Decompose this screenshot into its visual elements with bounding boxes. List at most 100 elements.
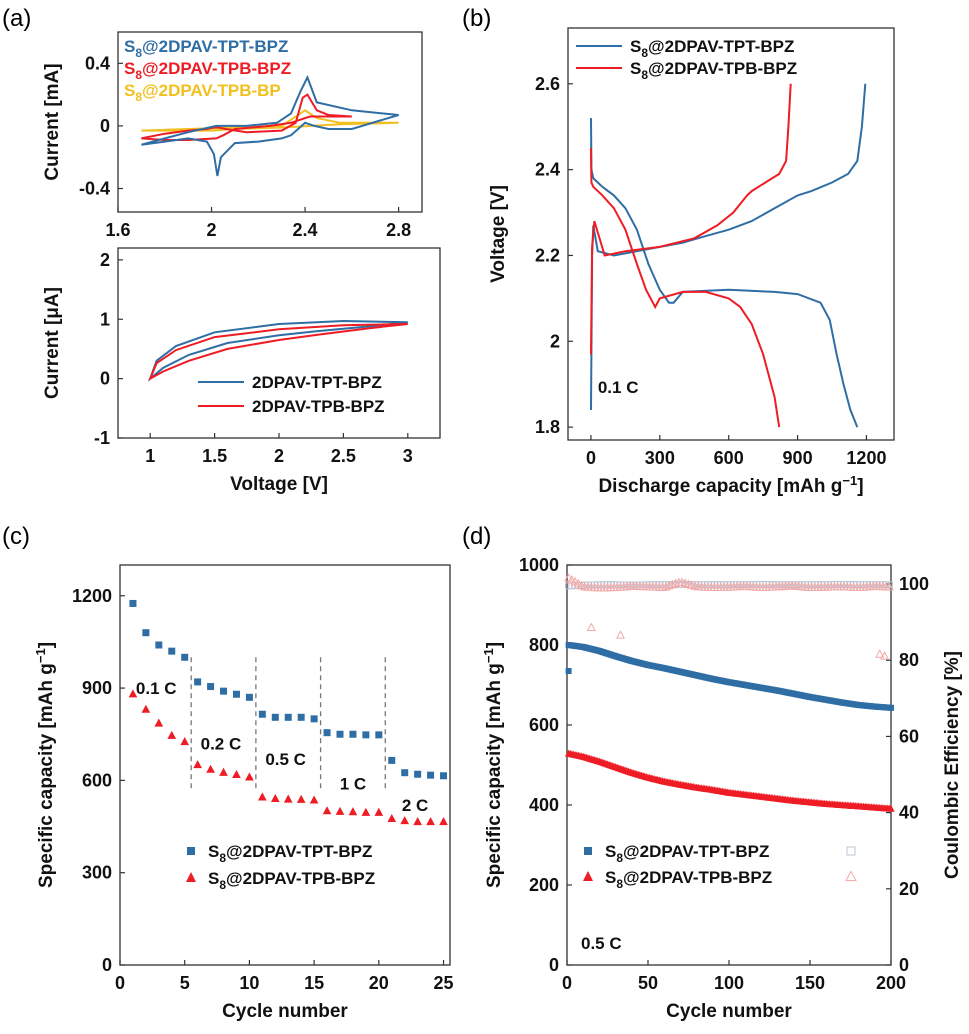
rate-label: 0.2 C [201, 735, 242, 754]
data-point-tpb [296, 794, 306, 803]
data-point-tpb [426, 817, 435, 826]
legend-ce-marker [846, 846, 856, 856]
y-tick-label: 600 [529, 715, 559, 735]
data-point-tpb [141, 704, 151, 713]
data-point-tpt [194, 678, 202, 686]
x-axis-label: Voltage [V] [230, 474, 328, 495]
y-tick-label: 1.8 [535, 417, 560, 437]
data-point-tpb [335, 806, 345, 815]
x-tick-label: 2.5 [331, 446, 356, 466]
capacity-point-tpt [888, 704, 894, 711]
x-tick-label: 0 [115, 973, 125, 993]
plot-frame [117, 31, 423, 213]
data-point-tpb [374, 807, 384, 816]
legend-entry: S8@2DPAV-TPT-BPZ [605, 842, 769, 865]
data-point-tpt [181, 653, 189, 661]
data-point-tpt [336, 730, 344, 738]
data-point-tpt [388, 756, 396, 764]
panel-a-top: 1.6 2 2.4 2.8-0.400.4(a)S8@2DPAV-TPT-BPZS8@… [2, 5, 423, 240]
ce-point-ce_tpb [670, 578, 681, 588]
y-axis-label: Specific capacity [mAh g−1] [33, 642, 57, 888]
ce-outlier [586, 622, 596, 632]
ce-point-ce_tpb [667, 579, 677, 589]
y-tick-label: 400 [529, 795, 559, 815]
data-point-tpt [258, 710, 266, 718]
ce-point-ce_tpb [884, 582, 894, 591]
legend-marker [187, 847, 195, 855]
legend-entry: S8@2DPAV-TPB-BP [124, 81, 281, 104]
legend-marker [584, 847, 592, 855]
x-tick-label: 1.6 [105, 220, 130, 240]
series-line-tpt [590, 118, 859, 428]
x-tick-label: 20 [369, 973, 389, 993]
legend-entry: S8@2DPAV-TPT-BPZ [630, 37, 794, 60]
data-point-tpt [207, 683, 215, 691]
ce-point-ce_tpt [885, 581, 893, 589]
series-line-tpt [590, 83, 867, 411]
y-tick-label: 1 [100, 309, 110, 329]
y2-tick-label: 80 [899, 650, 919, 670]
data-point-tpb [400, 816, 410, 825]
data-point-tpt [142, 629, 150, 637]
capacity-point-tpb [887, 804, 895, 812]
x-tick-label: 2.8 [386, 220, 411, 240]
data-point-tpt [323, 729, 331, 737]
data-point-tpt [375, 731, 383, 739]
y-tick-label: 1000 [519, 555, 559, 575]
x-tick-label: 0 [586, 448, 596, 468]
data-point-tpt [310, 715, 318, 723]
data-point-tpb [180, 737, 190, 746]
x-axis-label: Cycle number [222, 1001, 348, 1022]
x-tick-label: 1 [145, 446, 155, 466]
data-point-tpb [309, 795, 319, 804]
legend-entry: S8@2DPAV-TPT-BPZ [208, 842, 372, 865]
y-tick-label: -1 [94, 428, 110, 448]
y-tick-label: -0.4 [79, 179, 110, 199]
y-axis-label: Current [mA] [42, 63, 63, 180]
x-axis-label: Cycle number [666, 1001, 792, 1022]
x-tick-label: 3 [403, 446, 413, 466]
rate-annotation: 0.5 C [581, 934, 622, 953]
data-point-tpb [270, 793, 280, 802]
y-tick-label: 200 [529, 875, 559, 895]
series-line-tpt [141, 74, 399, 177]
ce-outlier [879, 651, 890, 660]
data-point-tpb [219, 767, 228, 776]
data-point-tpb [439, 817, 448, 826]
data-point-tpt [232, 690, 240, 698]
x-axis-label: Discharge capacity [mAh g−1] [598, 473, 863, 497]
y-tick-label: 0.4 [85, 53, 110, 73]
x-tick-label: 300 [645, 448, 675, 468]
x-tick-label: 25 [434, 973, 454, 993]
legend-entry: S8@2DPAV-TPB-BPZ [124, 59, 291, 82]
ce-point-ce_tpb [664, 580, 674, 590]
x-tick-label: 900 [783, 448, 813, 468]
y-tick-label: 300 [82, 863, 112, 883]
series-line-tpb [141, 93, 352, 141]
plot-frame [119, 564, 451, 966]
y-axis-label: Voltage [V] [488, 185, 509, 283]
y-tick-label: 900 [82, 678, 112, 698]
x-tick-label: 1200 [846, 448, 886, 468]
x-tick-label: 0 [562, 973, 572, 993]
y2-tick-label: 60 [899, 726, 919, 746]
y-tick-label: 600 [82, 770, 112, 790]
y-tick-label: 800 [529, 635, 559, 655]
data-point-tpb [348, 807, 358, 816]
series-line-tpb [590, 83, 792, 355]
data-point-tpb [283, 794, 293, 803]
x-tick-label: 2 [274, 446, 284, 466]
data-point-tpt [349, 730, 357, 738]
rate-label: 1 C [340, 775, 366, 794]
x-tick-label: 15 [304, 973, 324, 993]
legend-entry: S8@2DPAV-TPT-BPZ [124, 37, 288, 60]
rate-label: 0.1 C [136, 679, 177, 698]
ce-point-ce_tpb [564, 573, 574, 582]
y-tick-label: 2.4 [535, 160, 560, 180]
legend-marker [186, 872, 196, 882]
data-point-tpb [206, 764, 215, 773]
x-tick-label: 100 [714, 973, 744, 993]
y-tick-label: 2.6 [535, 74, 560, 94]
x-tick-label: 200 [876, 973, 906, 993]
legend-entry: S8@2DPAV-TPB-BPZ [605, 868, 772, 891]
